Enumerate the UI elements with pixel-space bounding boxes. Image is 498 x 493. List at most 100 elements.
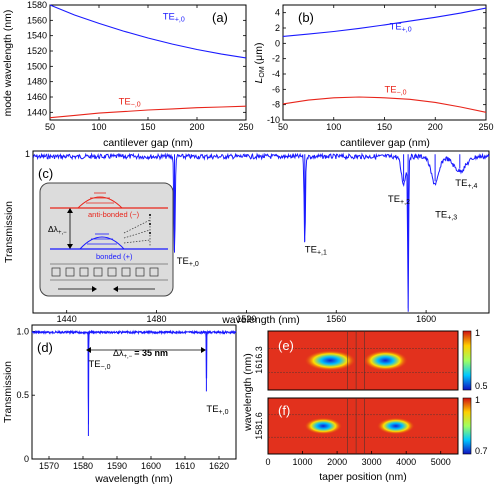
mode-blob (304, 417, 343, 435)
panel-ef-ylabel: wavelength (nm) (242, 353, 254, 432)
panel-b-ylabel-sub: OM (259, 66, 266, 77)
x-tick-label: 200 (428, 122, 443, 132)
cantilever-arrow-right-head (113, 286, 118, 292)
x-tick-label: 1610 (175, 461, 195, 471)
x-tick-label: 4000 (396, 457, 416, 467)
x-tick-label: 1590 (107, 461, 127, 471)
bonded-lines (87, 233, 117, 245)
hole (93, 267, 103, 277)
mode-annotation: TE+,1 (305, 245, 327, 257)
panel-a-xlabel: cantilever gap (nm) (103, 137, 193, 149)
y-tick-label: 1 (25, 149, 30, 159)
x-tick-label: 1560 (326, 314, 346, 324)
x-tick-label: 150 (377, 122, 392, 132)
x-tick-label: 100 (326, 122, 341, 132)
x-tick-label: 5000 (431, 457, 451, 467)
x-tick-label: 100 (91, 122, 106, 132)
hole (51, 267, 61, 277)
x-tick-label: 1440 (57, 314, 77, 324)
panel-a-series (49, 4, 247, 119)
panel-ef: (e) (f) 1616.3 1581.6 wavelength (nm) 0 1… (242, 328, 488, 483)
panel-ef-xticks: 0 1000 2000 3000 4000 5000 (265, 451, 451, 467)
x-tick-label: 1600 (416, 314, 436, 324)
x-tick-label: 50 (278, 122, 288, 132)
panel-e-mode-profile (304, 350, 408, 371)
panel-d-xlabel: wavelength (nm) (94, 473, 173, 485)
hole (135, 267, 145, 277)
x-tick-label: 1580 (73, 461, 93, 471)
x-tick-label: 0 (265, 457, 270, 467)
colorbar-e-min: 0.5 (475, 381, 488, 391)
panel-b-label: (b) (298, 10, 314, 25)
delta-arrow-head-bottom (67, 244, 73, 249)
panel-c-transmission-trace (32, 152, 490, 312)
y-tick-label: 2 (275, 23, 280, 33)
panel-e-ytick: 1616.3 (254, 346, 264, 374)
panel-b-ylabel: LOM(μm) (253, 43, 266, 84)
x-tick-label: 3000 (362, 457, 382, 467)
x-tick-label: 1620 (209, 461, 229, 471)
panel-b-xlabel: cantilever gap (nm) (340, 137, 430, 149)
series-line (49, 4, 247, 59)
x-tick-label: 200 (189, 122, 204, 132)
panel-f-ytick: 1581.6 (254, 412, 264, 440)
panel-d-annotations: TE−,0 TE+,0 (88, 359, 228, 416)
panel-b-ticks: 50 100 150 200 250 -10 -8 -6 -4 -2 0 2 4 (267, 5, 494, 132)
panel-b-ylabel-main: L (253, 77, 265, 83)
panel-c-frame (32, 150, 490, 314)
panel-f-mode-profile (304, 417, 415, 435)
mode-blob (304, 350, 357, 371)
series-line (282, 96, 487, 113)
panel-d-frame (31, 324, 237, 460)
y-tick-label: 0 (275, 38, 280, 48)
mode-annotation: TE+,3 (435, 210, 457, 222)
panel-d-ticks: 1570 1580 1590 1600 1610 1620 0 0.5 1.0 (16, 326, 229, 471)
mode-annotation: TE+,0 (163, 12, 185, 24)
x-tick-label: 1480 (147, 314, 167, 324)
x-tick-label: 50 (45, 122, 55, 132)
hole (107, 267, 117, 277)
panel-f-label: (f) (278, 403, 290, 418)
dashed-connectors (123, 214, 151, 246)
hole (65, 267, 75, 277)
panel-a-label: (a) (212, 10, 228, 25)
mode-dot-3 (149, 232, 151, 234)
bonded-envelope (79, 236, 125, 250)
colorbar-f-min: 0.7 (475, 446, 488, 456)
mode-annotation: TE+,0 (177, 256, 199, 268)
mode-annotation: TE+,0 (390, 22, 412, 34)
panel-e-map (267, 330, 459, 391)
colorbar-f-max: 1 (475, 395, 480, 405)
mode-annotation: TE+,0 (206, 404, 228, 416)
panel-c-xlabel: wavelength (nm) (221, 314, 300, 326)
panel-c-ylabel: Transmission (3, 201, 15, 263)
series-line (282, 7, 487, 37)
y-tick-label: -10 (267, 115, 280, 125)
panel-c-inset: anti-bonded (−) bonded (+) Δλ+,− (39, 182, 174, 297)
panel-b-annotations: TE+,0 TE−,0 (385, 22, 412, 97)
colorbar-e (462, 330, 472, 391)
panel-c-annotations: TE+,0 TE+,1 TE+,2 TE+,3 TE+,4 (177, 178, 478, 268)
x-tick-label: 1600 (141, 461, 161, 471)
x-tick-label: 2000 (327, 457, 347, 467)
panel-ef-xlabel: taper position (nm) (319, 471, 407, 483)
mode-annotation: TE+,2 (388, 194, 410, 206)
panel-d-ylabel: Transmission (2, 361, 14, 423)
panel-b-ylabel-unit: (μm) (253, 43, 265, 65)
y-tick-label: 1580 (27, 0, 47, 10)
panel-a: 50 100 150 200 250 1440 1460 1480 1500 1520 1540 15… (2, 0, 254, 149)
y-tick-label: -8 (272, 100, 280, 110)
panel-f-map (267, 397, 459, 455)
y-tick-label: 1480 (27, 77, 47, 87)
panel-e-structure-outline (268, 331, 458, 390)
delta-d-arrow-left (86, 347, 91, 353)
anti-bonded-label: anti-bonded (−) (88, 210, 140, 219)
y-tick-label: -2 (272, 54, 280, 64)
anti-bonded-envelope (77, 196, 123, 209)
mode-dot-1 (149, 214, 151, 216)
y-tick-label: 1.0 (16, 326, 29, 336)
delta-d-label: Δλ+,− = 35 nm (113, 348, 168, 360)
y-tick-label: 1500 (27, 61, 47, 71)
